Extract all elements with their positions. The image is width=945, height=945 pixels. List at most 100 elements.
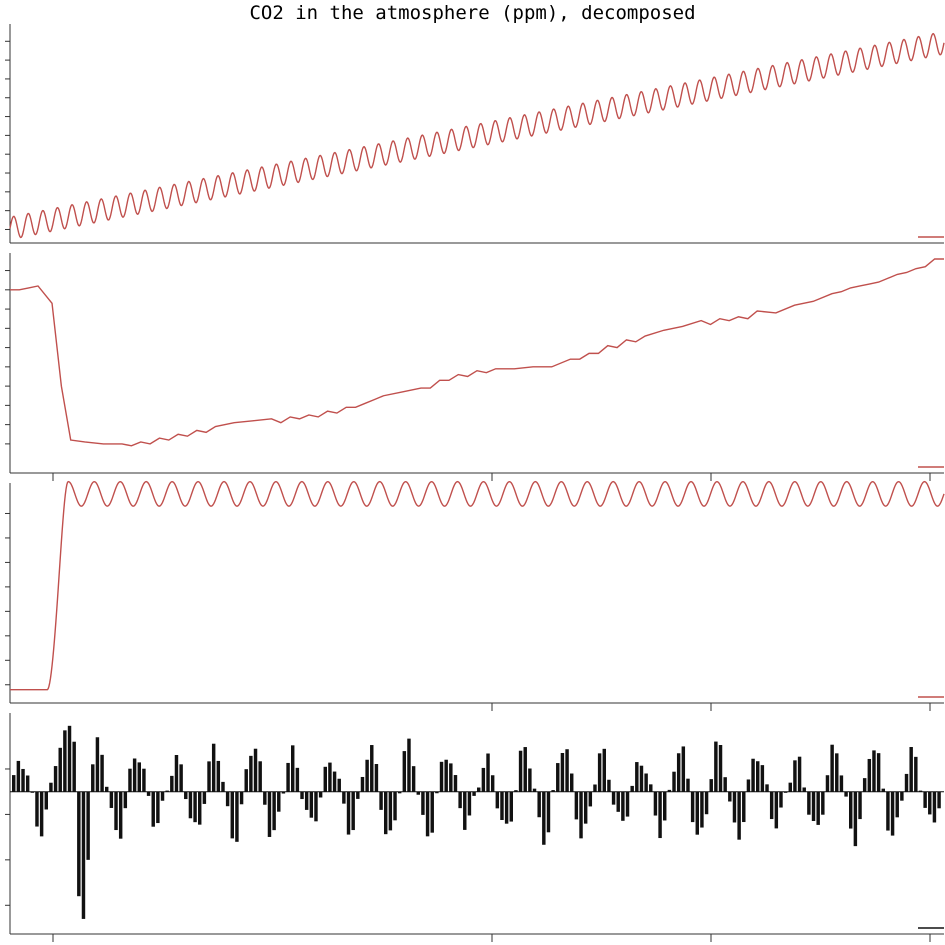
residual-bar [583, 791, 588, 824]
residual-bar [272, 791, 276, 831]
residual-bar [593, 784, 597, 792]
residual-bar [295, 767, 300, 792]
residual-bar [221, 781, 225, 792]
residual-bar [551, 790, 555, 792]
residual-bar [602, 748, 606, 792]
residual-bar [672, 771, 676, 792]
residual-bar [314, 791, 318, 822]
residual-bar [542, 791, 546, 845]
residual-bar [472, 791, 476, 796]
residual-bar [477, 787, 481, 792]
residual-bar [216, 760, 221, 792]
residual-bar [165, 790, 169, 792]
residual-bar [667, 789, 672, 792]
residual-bar [597, 753, 602, 792]
residual-bar [235, 791, 239, 842]
residual-bar [872, 750, 876, 792]
residual-bar [681, 746, 686, 792]
residual-bar [881, 788, 885, 792]
residual-bar [370, 745, 374, 792]
residual-bar [686, 778, 690, 792]
residual-bar [123, 791, 128, 809]
residual-bar [263, 791, 267, 805]
residual-bar [700, 791, 704, 828]
residual-bar [309, 791, 314, 818]
residual-bar [844, 791, 848, 797]
residual-bar [304, 791, 309, 810]
residual-bar [886, 791, 890, 831]
residual-bar [621, 791, 625, 821]
residual-bar [616, 791, 620, 812]
residual-bar [932, 791, 937, 823]
residual-bar [909, 747, 913, 792]
series-line-seasonal [10, 480, 945, 691]
residual-bar [644, 773, 648, 792]
residual-bar [342, 791, 346, 804]
residual-bar [528, 768, 532, 792]
series-line-trend [10, 258, 944, 447]
residual-bar [523, 747, 527, 792]
residual-bar [128, 768, 132, 792]
residual-bar [72, 741, 76, 792]
residual-bar [774, 791, 779, 829]
residual-bar [421, 791, 425, 815]
residual-bar [760, 765, 765, 792]
residual-bar [570, 773, 574, 792]
residual-bar [332, 771, 337, 792]
residual-bar [463, 791, 467, 830]
residual-bar [876, 753, 881, 792]
residual-bar [658, 791, 662, 839]
residual-bar [142, 768, 146, 792]
residual-bar [560, 753, 565, 792]
residual-bar [495, 791, 500, 809]
residual-bar [323, 766, 327, 792]
residual-bar [416, 791, 420, 795]
residual-bar [900, 791, 904, 801]
residual-bar [830, 744, 834, 792]
residual-bar [449, 763, 453, 792]
residual-bar [239, 791, 244, 805]
residual-bar [95, 737, 100, 792]
residual-bar [890, 791, 895, 836]
residual-bar [77, 791, 81, 897]
residual-bar [825, 775, 830, 792]
residual-bar [649, 784, 653, 792]
residual-bar [63, 730, 67, 792]
residual-bar [690, 791, 695, 823]
residual-bar [328, 762, 332, 792]
residual-bar [346, 791, 351, 835]
residual-bar [402, 751, 407, 792]
residual-bar [732, 791, 737, 823]
residual-bar [337, 778, 341, 792]
residual-bar [546, 791, 551, 833]
residual-bar [537, 791, 541, 818]
residual-bar [211, 743, 216, 792]
residual-bar [611, 791, 616, 805]
residual-bar [937, 791, 941, 809]
residual-bar [67, 725, 72, 792]
residual-bar [393, 791, 397, 821]
residual-bar [751, 758, 755, 792]
residual-bar [811, 791, 816, 822]
residual-bar [198, 791, 202, 825]
residual-bar [384, 791, 388, 835]
residual-bar [207, 761, 211, 792]
residual-bar [193, 791, 197, 823]
residual-bar [100, 754, 104, 792]
residual-bar [918, 790, 923, 792]
residual-bar [397, 791, 402, 794]
residual-bar [291, 745, 295, 792]
residual-bar [895, 791, 899, 818]
residual-bar [928, 791, 932, 815]
residual-bar [816, 791, 820, 825]
residual-bar [39, 791, 44, 837]
residual-bar [407, 738, 411, 792]
residual-bar [504, 791, 509, 824]
residual-bar [746, 779, 751, 792]
residual-bar [788, 782, 792, 792]
residual-bar [44, 791, 48, 810]
residual-bar [425, 791, 430, 837]
residual-bar [532, 788, 537, 792]
residual-bar [728, 791, 732, 802]
residual-bar [867, 758, 872, 792]
